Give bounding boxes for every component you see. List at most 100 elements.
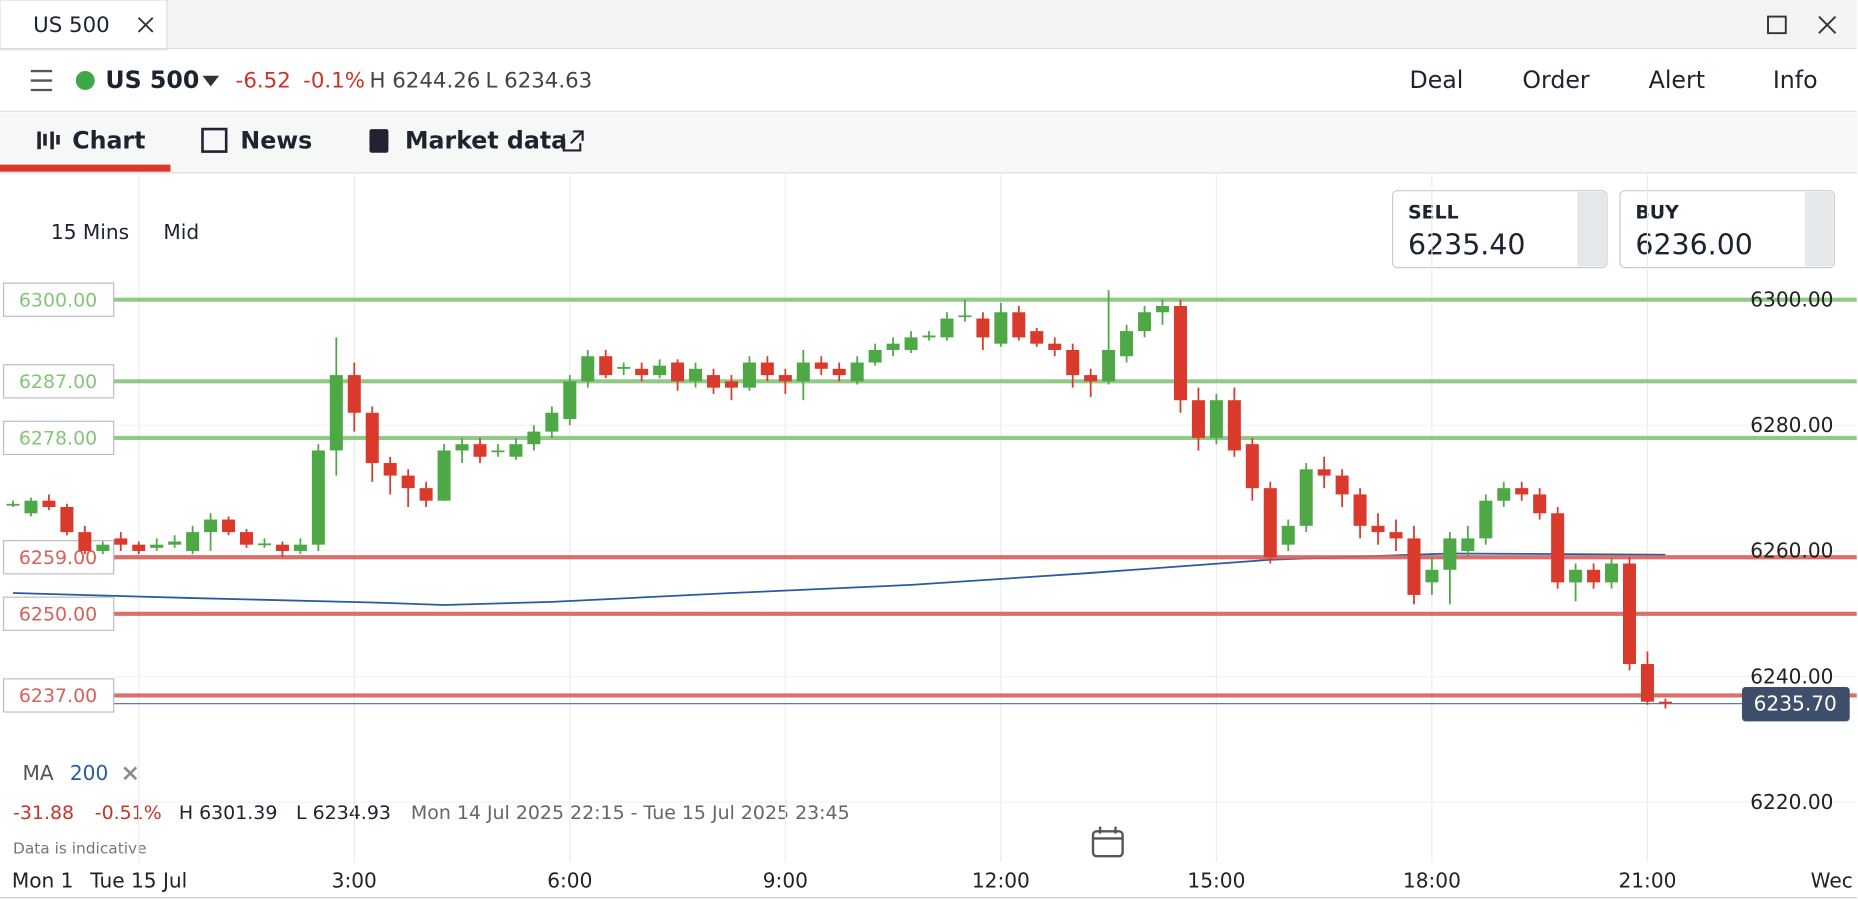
candle-body [473, 444, 487, 457]
candle-body [455, 444, 469, 451]
tab-market-data[interactable]: Market data [405, 127, 567, 155]
level-label: 6250.00 [19, 603, 97, 625]
x-tick-label: 12:00 [972, 869, 1030, 893]
note: Data is indicative [13, 840, 147, 858]
candle-body [904, 337, 918, 350]
candle-body [1227, 400, 1241, 451]
buy-button[interactable] [1619, 190, 1835, 269]
sell-side [1577, 191, 1606, 267]
y-tick-label: 6220.00 [1750, 790, 1833, 814]
interval: 15 Mins [51, 220, 129, 244]
buy-price: 6236.00 [1635, 228, 1752, 261]
sell-button[interactable] [1392, 190, 1608, 269]
close-window[interactable] [1818, 15, 1837, 34]
candle-body [1605, 563, 1619, 583]
range-change: -31.88 [13, 802, 74, 824]
y-tick-label: 6240.00 [1750, 664, 1833, 688]
x-tick-label: 9:00 [763, 869, 808, 893]
candle-body [1120, 331, 1134, 357]
candle-body [886, 343, 900, 350]
market-icon [369, 129, 389, 153]
external-link[interactable] [562, 130, 584, 152]
candle-body [778, 375, 792, 382]
calendar-icon[interactable] [1091, 826, 1124, 858]
sell-price: 6235.40 [1408, 228, 1525, 261]
menu-info[interactable]: Info [1773, 66, 1818, 94]
level-label: 6287.00 [19, 371, 97, 393]
candle-body [222, 519, 236, 533]
ma-name: MA [22, 761, 53, 785]
candle-body [437, 450, 451, 501]
interval-button[interactable] [23, 210, 140, 254]
current-price-label: 6235.70 [1754, 691, 1837, 715]
level-label: 6259.00 [19, 547, 97, 569]
dropdown-caret[interactable] [202, 75, 220, 87]
candle-body [814, 362, 828, 369]
remove-ma[interactable] [123, 766, 138, 781]
candle-body [1191, 400, 1205, 438]
candle-body [1030, 331, 1044, 344]
candle-body [563, 381, 577, 420]
candle-body [527, 431, 541, 445]
candle-body [1551, 513, 1565, 583]
candle-body [1245, 444, 1259, 489]
level-label-box [2, 364, 115, 399]
candle-body [383, 463, 397, 476]
candle-body [1515, 488, 1529, 495]
candle-body [114, 538, 128, 545]
y-tick-label: 6260.00 [1750, 539, 1833, 563]
candle-body [832, 368, 846, 376]
candle-body [958, 315, 972, 318]
candle-body [1587, 569, 1601, 583]
y-tick-label: 6280.00 [1750, 413, 1833, 437]
candle-body [1263, 488, 1277, 558]
x-tick-label: Tue 15 Jul [89, 869, 187, 893]
tab-news[interactable]: News [240, 127, 312, 155]
candle-body [1622, 563, 1637, 665]
news-icon [201, 127, 228, 153]
candle-body [635, 368, 649, 376]
level-label-box [2, 420, 115, 456]
candle-body [599, 356, 613, 376]
level-label: 6278.00 [19, 428, 97, 450]
candle-body [96, 544, 110, 551]
menu-icon[interactable] [30, 69, 53, 92]
change-pct: -0.1% [303, 69, 365, 94]
instrument[interactable]: US 500 [105, 66, 199, 94]
candle-body [706, 375, 721, 388]
candle-body [1658, 701, 1672, 704]
maximize[interactable] [1767, 15, 1787, 35]
menu-order[interactable]: Order [1522, 66, 1590, 94]
plot: Tue 15 Jul 3:00 6:00 9:00 12:00 15:00 18:00 21:… [2, 174, 1857, 893]
candle-body [581, 356, 595, 382]
candle-body [994, 312, 1008, 344]
candle-body [1569, 569, 1583, 583]
level-label-box [2, 596, 115, 631]
candle-body [1299, 469, 1313, 526]
candle-body [671, 362, 685, 382]
price-type[interactable]: Mid [163, 220, 199, 244]
current-price-tag [1741, 687, 1850, 722]
level-label-box [2, 678, 115, 713]
candle-body [329, 375, 343, 451]
candle-body [1173, 305, 1187, 401]
window-tab[interactable] [0, 0, 168, 51]
candle-body [204, 519, 218, 533]
candle-body [419, 488, 433, 501]
close-tab[interactable] [137, 17, 154, 33]
menu-deal[interactable]: Deal [1409, 66, 1463, 94]
candle-body [186, 532, 200, 551]
candle-body [1407, 538, 1421, 595]
candle-body [868, 349, 882, 363]
tab-chart[interactable]: Chart [72, 127, 145, 155]
candle-body [940, 318, 954, 338]
candle-body [293, 544, 307, 551]
candle-body [150, 544, 164, 548]
menu-alert[interactable]: Alert [1649, 66, 1705, 94]
candle-body [1209, 400, 1223, 438]
candle-body [1102, 349, 1116, 382]
candle-body [1371, 525, 1385, 533]
candle-body [689, 368, 703, 382]
candle-body [1533, 494, 1547, 514]
range-dates: Mon 14 Jul 2025 22:15 - Tue 15 Jul 2025 … [411, 802, 850, 824]
